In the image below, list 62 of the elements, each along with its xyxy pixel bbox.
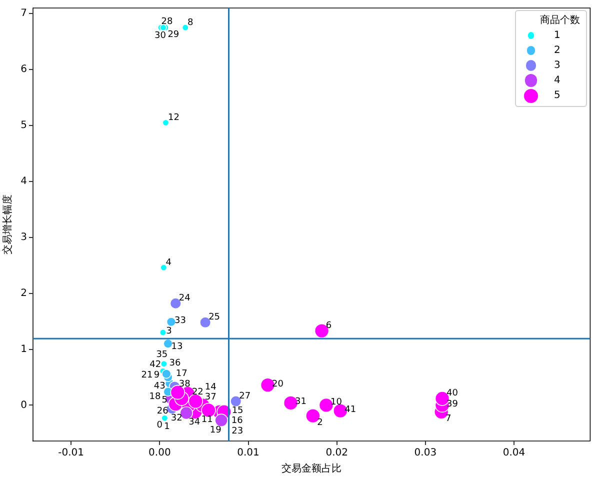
annotation: 19 — [210, 425, 222, 436]
annotation: 30 — [154, 30, 166, 41]
annotation: 14 — [204, 382, 217, 392]
annotation: 6 — [326, 321, 332, 332]
annotation: 0 — [156, 420, 163, 430]
annotation: 25 — [208, 312, 220, 323]
legend-label: 2 — [554, 44, 560, 58]
y-axis-title: 交易增长幅度 — [2, 194, 14, 254]
annotation: 27 — [239, 392, 251, 402]
annotation: 9 — [154, 370, 160, 381]
y-tick-label: 2 — [20, 288, 27, 299]
x-tick-label: 0.01 — [237, 448, 260, 459]
annotation: 42 — [150, 360, 162, 370]
annotation: 11 — [201, 415, 213, 426]
y-tick-label: 1 — [20, 344, 27, 355]
annotation: 28 — [161, 16, 174, 27]
annotation: 4 — [166, 258, 172, 268]
annotation: 21 — [141, 370, 153, 380]
legend-label: 3 — [554, 58, 560, 72]
annotation: 13 — [171, 342, 183, 352]
annotation: 2 — [317, 418, 323, 428]
annotation: 39 — [446, 399, 458, 410]
annotation: 24 — [178, 294, 191, 304]
x-tick-label: 0.03 — [414, 448, 437, 459]
annotation: 32 — [170, 413, 182, 424]
annotation: 40 — [446, 388, 458, 399]
annotation: 34 — [188, 417, 200, 428]
x-tick-label: 0.02 — [326, 448, 348, 459]
legend-label: 1 — [554, 28, 560, 42]
annotation: 15 — [232, 406, 244, 416]
y-tick-label: 5 — [20, 120, 27, 132]
x-tick-label: -0.01 — [58, 448, 84, 459]
x-tick-label: 0.04 — [502, 448, 526, 459]
annotation: 3 — [166, 326, 172, 337]
annotation: 12 — [168, 112, 180, 123]
annotation: 33 — [174, 316, 186, 326]
legend-label: 4 — [554, 74, 560, 88]
annotation: 18 — [149, 392, 162, 402]
annotation: 35 — [156, 350, 168, 360]
annotation: 37 — [204, 392, 216, 403]
annotation: 36 — [169, 358, 182, 368]
annotation: 1 — [164, 422, 170, 432]
annotation: 43 — [154, 382, 166, 392]
legend-title: 商品个数 — [539, 14, 580, 28]
annotation: 10 — [330, 397, 342, 408]
x-axis-title: 交易金额占比 — [282, 462, 342, 475]
y-tick-label: 0 — [20, 400, 27, 411]
annotation: 26 — [156, 406, 169, 416]
x-tick-label: 0.00 — [148, 448, 171, 459]
annotation: 5 — [162, 396, 168, 406]
y-tick-label: 4 — [20, 176, 27, 188]
annotation: 29 — [168, 30, 180, 40]
annotation: 23 — [232, 426, 244, 437]
annotation: 16 — [231, 416, 244, 426]
legend-label: 5 — [554, 88, 560, 102]
y-tick-label: 7 — [20, 8, 27, 20]
annotation: 38 — [178, 380, 191, 390]
annotation: 8 — [188, 18, 194, 28]
annotation: 7 — [446, 414, 452, 424]
annotation: 17 — [176, 368, 188, 379]
y-tick-label: 3 — [20, 232, 27, 243]
y-tick-label: 6 — [20, 64, 27, 76]
